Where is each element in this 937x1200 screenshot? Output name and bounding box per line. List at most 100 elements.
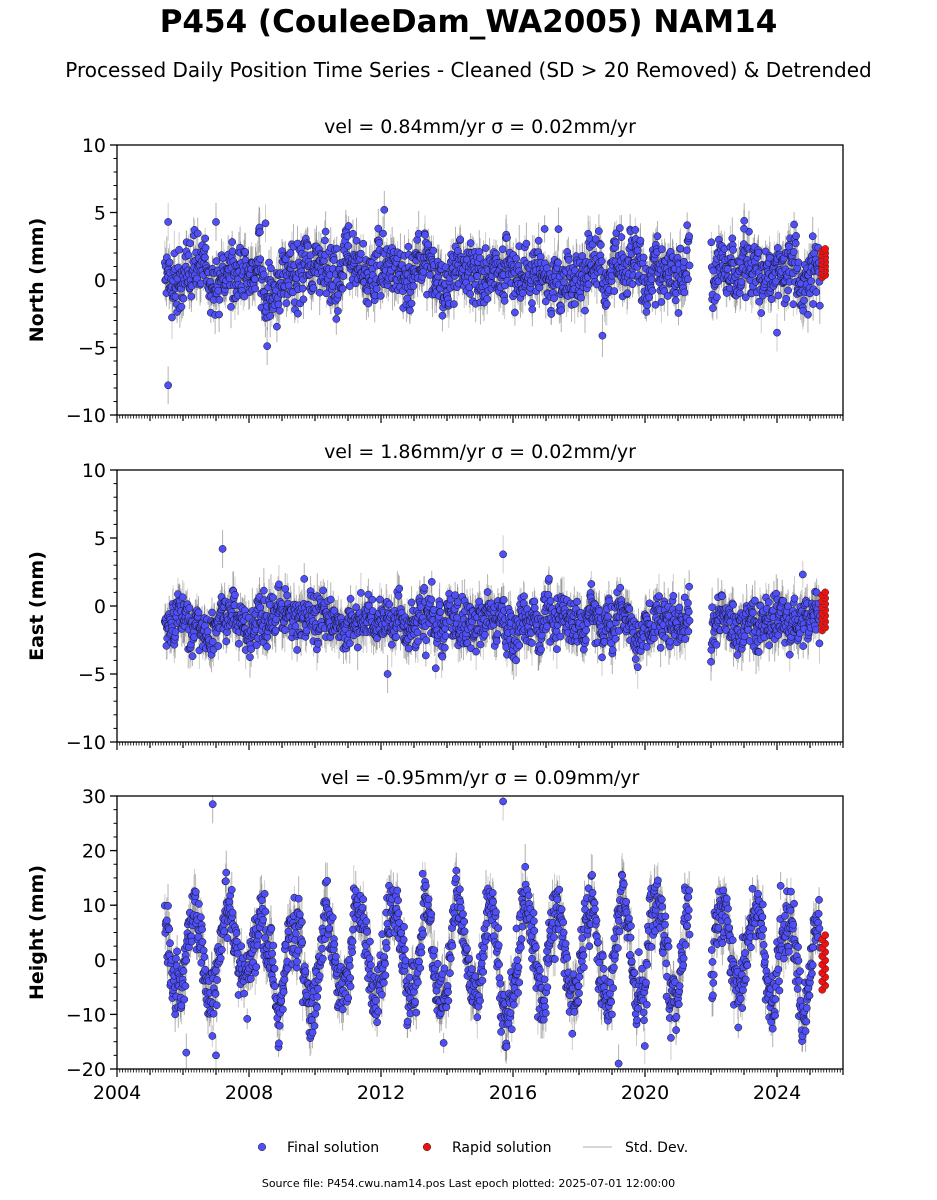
final-solution-point <box>808 232 817 241</box>
final-solution-point <box>729 246 737 254</box>
final-solution-point <box>809 300 817 308</box>
final-solution-point <box>241 248 250 256</box>
final-solution-point <box>684 275 692 284</box>
panel-north: vel = 0.84mm/yr σ = 0.02mm/yr North (mm) −… <box>26 116 844 427</box>
final-solution-point <box>682 246 691 255</box>
final-solution-point <box>680 288 689 297</box>
final-solution-point <box>707 238 716 247</box>
final-solution-point <box>792 232 800 240</box>
final-solution-point <box>550 294 558 303</box>
final-solution-point <box>647 275 656 284</box>
final-solution-point <box>577 293 585 302</box>
final-solution-point <box>164 381 172 390</box>
final-solution-point <box>456 235 465 244</box>
final-solution-point <box>512 254 520 263</box>
final-solution-point <box>359 239 368 248</box>
final-solution-point <box>332 244 341 253</box>
final-solution-point <box>334 307 342 315</box>
final-solution-point <box>757 309 766 317</box>
final-solution-point <box>175 245 183 254</box>
final-solution-point <box>352 236 361 245</box>
rapid-solution-point <box>821 245 829 253</box>
final-solution-point <box>186 239 195 248</box>
final-solution-point <box>481 244 490 252</box>
final-solution-point <box>260 270 268 279</box>
final-points-north <box>161 205 824 390</box>
final-solution-point <box>165 258 174 267</box>
final-solution-point <box>581 306 589 315</box>
final-solution-point <box>168 313 176 322</box>
final-solution-point <box>591 235 600 243</box>
rapid-points-north <box>818 244 829 282</box>
final-solution-point <box>261 219 270 228</box>
figure-title: P454 (CouleeDam_WA2005) NAM14 <box>159 4 778 40</box>
final-solution-point <box>639 253 648 262</box>
final-solution-point <box>642 308 651 316</box>
final-solution-point <box>409 282 418 290</box>
final-solution-point <box>275 306 284 315</box>
final-solution-point <box>374 224 383 233</box>
final-solution-point <box>376 292 385 300</box>
final-solution-point <box>648 287 657 295</box>
final-solution-point <box>250 275 259 283</box>
final-solution-point <box>807 277 815 286</box>
final-solution-point <box>671 296 680 305</box>
final-solution-point <box>212 218 220 226</box>
final-solution-point <box>404 242 413 251</box>
final-solution-point <box>454 247 462 255</box>
final-solution-point <box>201 234 210 243</box>
final-solution-point <box>560 278 568 286</box>
final-solution-point <box>429 246 438 255</box>
final-solution-point <box>741 293 750 302</box>
final-solution-point <box>322 289 331 298</box>
final-solution-point <box>804 310 812 319</box>
final-solution-point <box>309 284 318 292</box>
final-solution-point <box>338 284 347 293</box>
final-solution-point <box>476 254 484 263</box>
final-solution-point <box>737 277 746 286</box>
final-solution-point <box>421 231 429 239</box>
final-solution-point <box>612 238 620 247</box>
final-solution-point <box>522 239 531 248</box>
final-solution-point <box>633 246 642 255</box>
final-solution-point <box>475 248 484 256</box>
final-solution-point <box>215 310 223 319</box>
final-solution-point <box>332 315 341 323</box>
final-solution-point <box>774 243 782 252</box>
final-solution-point <box>364 299 373 308</box>
final-solution-point <box>256 228 264 236</box>
final-solution-point <box>564 256 573 264</box>
final-solution-point <box>766 253 774 262</box>
final-solution-point <box>298 284 307 293</box>
final-solution-point <box>755 297 764 306</box>
final-solution-point <box>227 302 235 311</box>
final-solution-point <box>266 312 275 320</box>
final-solution-point <box>540 225 549 233</box>
final-solution-point <box>315 288 324 297</box>
final-solution-point <box>500 296 509 305</box>
final-solution-point <box>782 294 791 303</box>
final-solution-point <box>187 292 196 301</box>
final-solution-point <box>256 255 265 264</box>
final-solution-point <box>294 309 302 318</box>
y-tick-label: −10 <box>66 405 106 427</box>
final-solution-point <box>372 284 381 293</box>
final-solution-point <box>685 232 694 241</box>
final-solution-point <box>570 300 579 308</box>
final-solution-point <box>773 328 781 337</box>
final-solution-point <box>407 299 416 308</box>
final-solution-point <box>597 257 606 266</box>
final-solution-point <box>424 240 433 249</box>
y-tick-label: 10 <box>82 135 106 157</box>
final-solution-point <box>273 322 281 331</box>
final-solution-point <box>251 284 259 293</box>
final-solution-point <box>623 289 632 298</box>
final-solution-point <box>674 309 683 317</box>
final-solution-point <box>438 311 447 320</box>
final-solution-point <box>503 233 511 242</box>
final-solution-point <box>344 222 353 230</box>
final-solution-point <box>683 221 692 230</box>
final-solution-point <box>800 296 808 305</box>
final-solution-point <box>789 300 798 309</box>
